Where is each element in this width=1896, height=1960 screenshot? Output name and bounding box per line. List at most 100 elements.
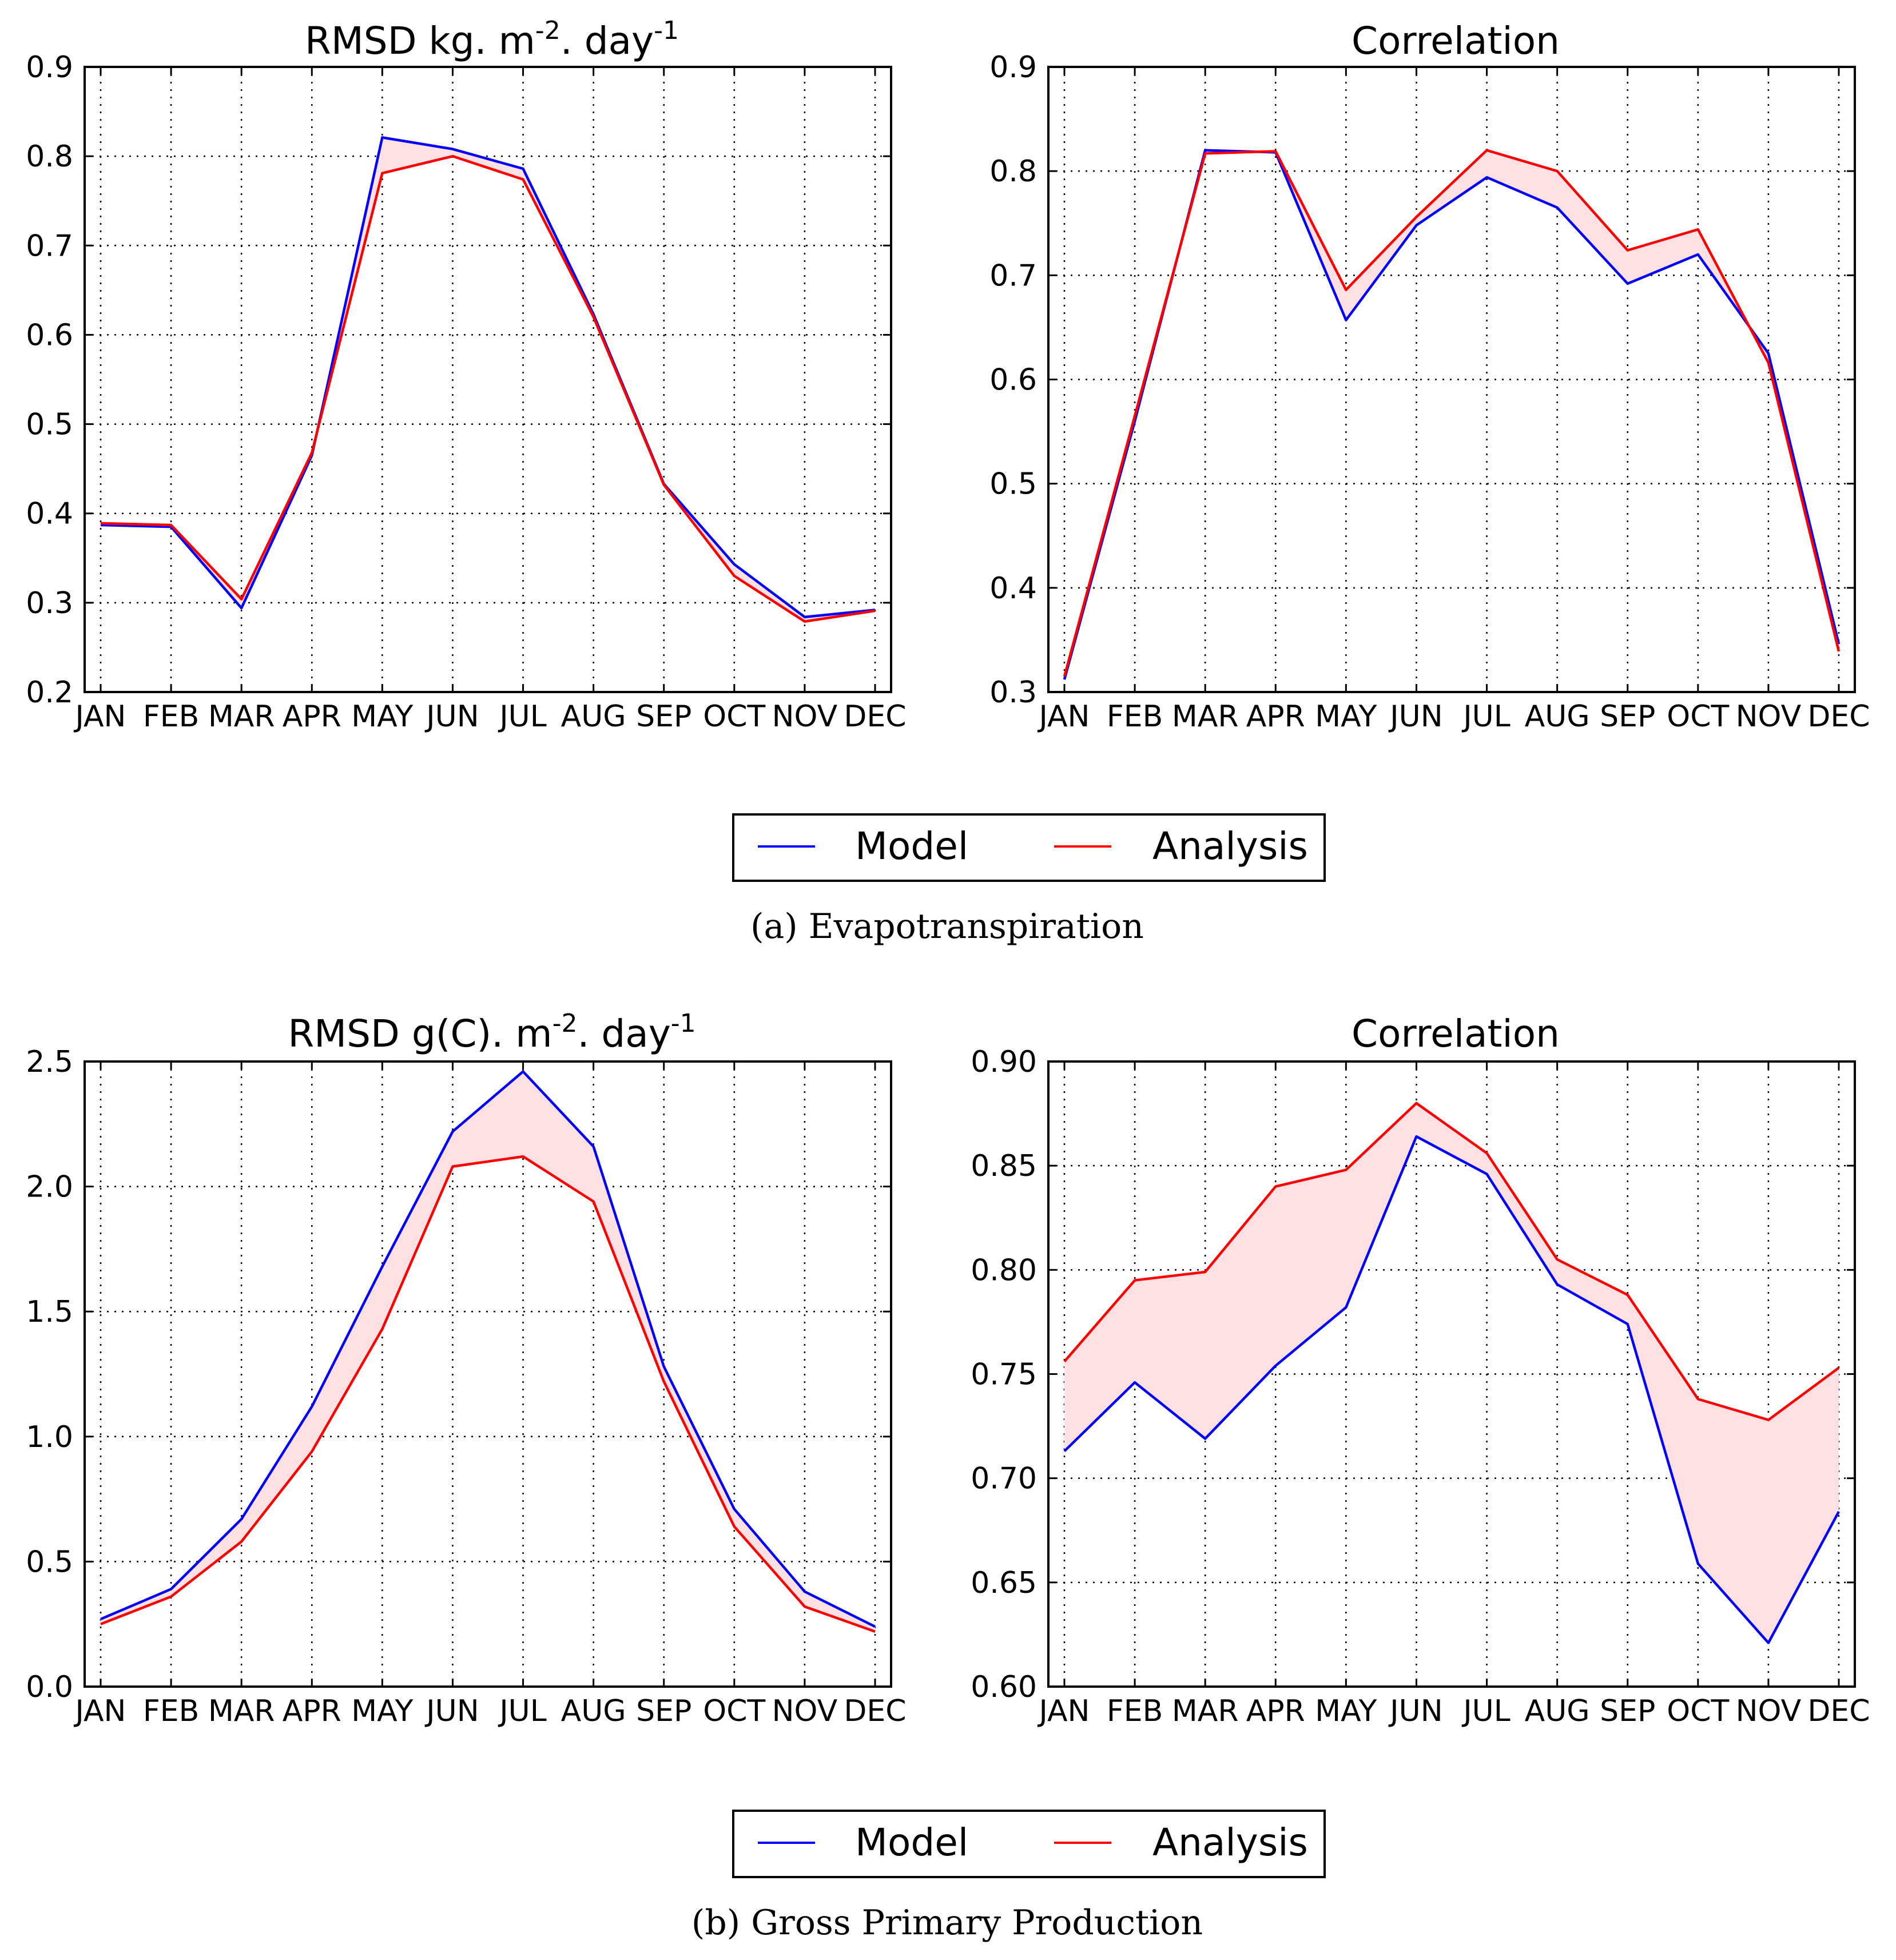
x-tick-label: JUL [498,1694,546,1728]
x-tick-label: APR [283,699,341,734]
y-tick-label: 0.0 [26,1670,73,1704]
difference-band [101,1071,875,1632]
et-rmsd-chart: RMSD kg. m-2. day-1 JAN FEB MAR APR MAY JUN JU… [26,16,906,734]
x-tick-label: NOV [772,1694,838,1728]
x-tick-label: MAY [1315,699,1377,734]
y-tick-label: 0.9 [26,50,73,85]
difference-band [1064,150,1839,680]
x-tick-label: MAY [351,1694,413,1728]
x-tick-label: AUG [1525,699,1590,734]
y-tick-label: 0.4 [26,497,73,531]
x-tick-label: DEC [1807,1694,1870,1728]
x-tick-label: SEP [636,1694,691,1728]
legend-box [732,813,1326,882]
x-tick-label: JUL [1461,699,1510,734]
y-tick-label: 1.0 [26,1420,73,1454]
caption-b: (b) Gross Primary Production [691,1903,1203,1943]
y-tick-label: 0.5 [26,1545,73,1579]
x-tick-label: JUN [424,1694,479,1728]
analysis-series-line [1063,149,1841,677]
y-tick-label: 2.5 [26,1045,73,1079]
x-tick-label: JAN [74,1694,126,1728]
x-tick-label: SEP [1600,1694,1655,1728]
y-tick-label: 0.60 [971,1670,1037,1704]
y-tick-label: 0.85 [971,1149,1037,1183]
x-tick-label: JAN [1038,699,1090,734]
model-series-line [100,1070,876,1628]
x-tick-label: AUG [1525,1694,1590,1728]
gpp-rmsd-chart: RMSD g(C). m-2. day-1 JAN FEB MAR APR MAY JUN… [26,1009,906,1728]
x-tick-label: SEP [636,699,691,734]
x-tick-label: OCT [703,1694,765,1728]
plot-frame [1047,1060,1856,1688]
y-tick-label: 0.2 [26,675,73,710]
y-tick-label: 0.7 [989,259,1037,293]
y-tick-label: 0.4 [989,571,1037,606]
x-tick-label: DEC [844,699,906,734]
analysis-series-line [100,1155,876,1633]
legend-analysis-label: Analysis [1152,1820,1308,1864]
y-tick-label: 0.6 [989,363,1037,397]
y-tick-label: 0.65 [971,1566,1037,1600]
plot-frame [1047,66,1856,693]
analysis-series-line [1063,1102,1840,1421]
y-tick-label: 0.3 [989,675,1037,710]
y-tick-label: 0.70 [971,1462,1037,1496]
x-tick-label: JAN [74,699,126,734]
y-tick-label: 1.5 [26,1295,73,1329]
x-tick-label: MAR [208,699,275,734]
caption-a: (a) Evapotranspiration [750,907,1144,947]
x-tick-label: APR [283,1694,341,1728]
x-tick-label: MAR [1172,1694,1239,1728]
y-tick-label: 0.80 [971,1253,1037,1287]
x-tick-label: JUN [1388,699,1442,734]
chart-title: RMSD g(C). m-2. day-1 [288,1009,695,1056]
x-tick-label: FEB [1107,1694,1163,1728]
x-tick-label: JUL [1461,1694,1510,1728]
x-tick-label: JUL [498,699,546,734]
plot-frame [84,66,892,693]
x-tick-label: MAR [1172,699,1239,734]
legend-model-label: Model [855,1820,968,1864]
gpp-correlation-chart: Correlation JAN FEB MAR APR MAY JUN JUL AUG SEP O… [971,1012,1870,1728]
difference-band [1064,1103,1839,1643]
x-tick-label: NOV [1736,699,1802,734]
x-tick-label: OCT [703,699,765,734]
x-tick-label: DEC [844,1694,906,1728]
x-tick-label: JAN [1038,1694,1090,1728]
x-tick-label: NOV [772,699,838,734]
legend: Model Analysis [732,1810,1326,1878]
x-tick-label: OCT [1667,699,1729,734]
x-tick-label: FEB [143,1694,199,1728]
x-tick-label: MAY [1315,1694,1377,1728]
y-tick-label: 0.5 [989,467,1037,502]
y-tick-label: 0.8 [989,154,1037,189]
legend-analysis-label: Analysis [1152,824,1308,868]
x-tick-label: APR [1246,1694,1305,1728]
model-series-line [1063,149,1841,680]
model-series-line [100,136,876,619]
model-series-line [1063,1135,1840,1644]
x-tick-label: APR [1246,699,1305,734]
legend: Model Analysis [732,813,1326,882]
x-tick-label: MAR [208,1694,275,1728]
x-tick-label: JUN [424,699,479,734]
y-tick-label: 0.5 [26,408,73,442]
y-tick-label: 0.75 [971,1358,1037,1392]
chart-title: RMSD kg. m-2. day-1 [305,16,679,63]
y-tick-label: 0.8 [26,140,73,174]
y-tick-label: 0.6 [26,318,73,352]
chart-title: Correlation [1352,19,1560,63]
x-tick-label: FEB [143,699,199,734]
y-tick-label: 0.7 [26,229,73,263]
x-tick-label: FEB [1107,699,1163,734]
x-tick-label: DEC [1807,699,1870,734]
legend-model-label: Model [855,824,968,868]
x-tick-label: MAY [351,699,413,734]
analysis-series-line [100,154,876,623]
x-tick-label: SEP [1600,699,1655,734]
difference-band [101,137,875,622]
x-tick-label: AUG [561,1694,626,1728]
x-tick-label: NOV [1736,1694,1802,1728]
et-correlation-chart: Correlation JAN FEB MAR APR MAY JUN JUL AUG SEP O… [989,19,1870,734]
